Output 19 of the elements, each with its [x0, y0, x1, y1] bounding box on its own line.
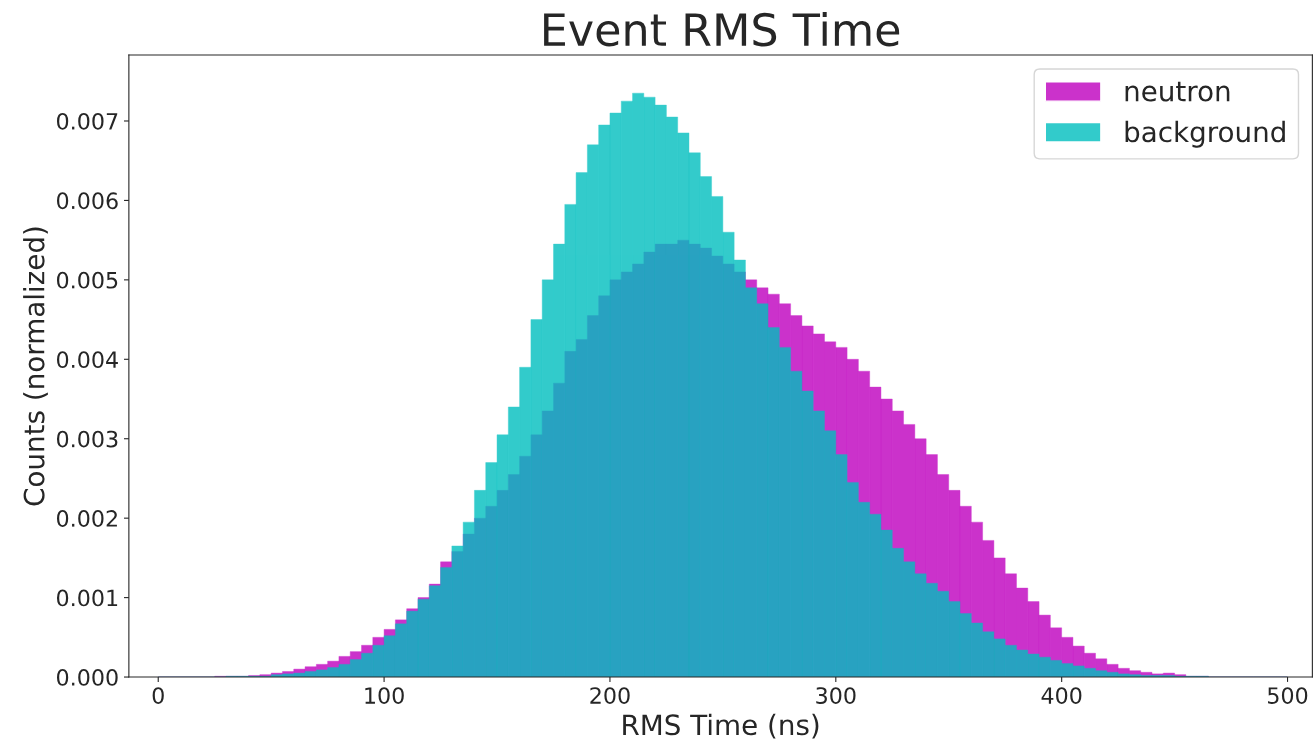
x-tick-label: 400	[1041, 687, 1082, 704]
y-tick-label: 0.004	[56, 351, 118, 369]
legend-label: neutron	[1125, 81, 1230, 102]
x-tick-label: 200	[590, 687, 630, 704]
y-tick-label: 0.003	[56, 430, 118, 448]
y-axis-title: Counts (normalized)	[23, 227, 48, 506]
y-tick-label: 0.007	[56, 112, 118, 130]
x-tick-label: 300	[816, 687, 856, 704]
y-tick-label: 0.005	[56, 271, 118, 289]
x-tick-label: 500	[1268, 687, 1308, 704]
x-tick-label: 0	[152, 687, 164, 704]
y-tick-label: 0.001	[56, 589, 118, 607]
chart-title: Event RMS Time	[544, 12, 900, 47]
y-tick-label: 0.002	[56, 510, 117, 527]
y-tick-label: 0.006	[56, 192, 118, 210]
y-tick-label: 0.000	[56, 668, 118, 686]
legend-label: background	[1125, 120, 1285, 148]
x-tick-label: 100	[365, 687, 404, 704]
x-axis-title: RMS Time (ns)	[623, 713, 819, 739]
